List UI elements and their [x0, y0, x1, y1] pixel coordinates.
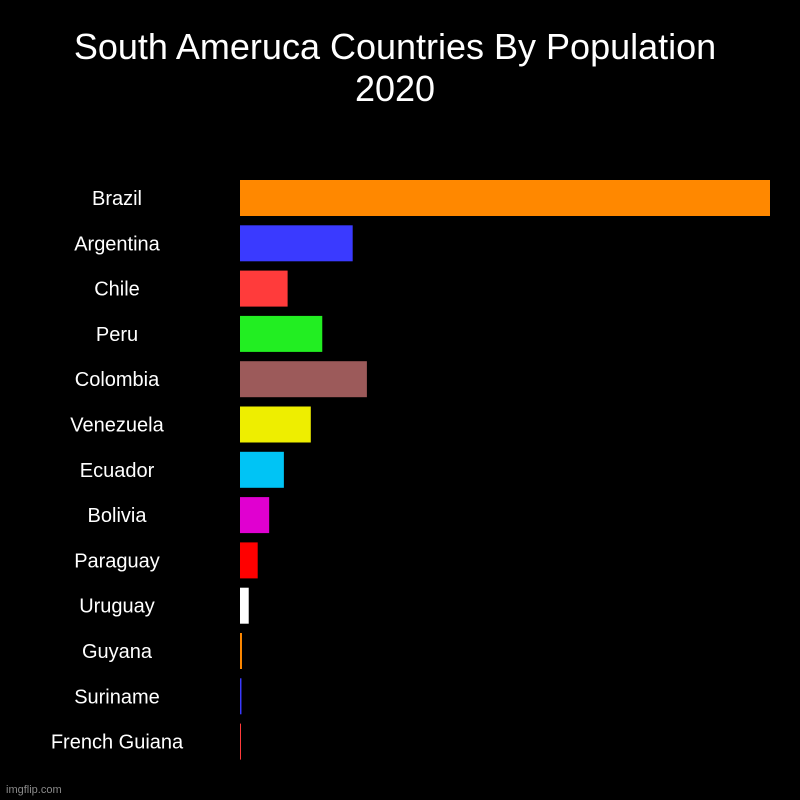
category-label: Venezuela — [70, 415, 164, 437]
bar-venezuela — [240, 406, 311, 443]
category-label: French Guiana — [51, 732, 184, 754]
watermark: imgflip.com — [6, 784, 62, 796]
category-label: Guyana — [82, 641, 153, 663]
bar-uruguay — [240, 587, 249, 624]
category-label: Bolivia — [88, 505, 148, 527]
bar-paraguay — [240, 542, 258, 579]
category-label: Brazil — [92, 188, 142, 210]
bar-colombia — [240, 361, 367, 398]
category-label: Ecuador — [80, 460, 155, 482]
category-label: Suriname — [74, 686, 160, 708]
bar-bolivia — [240, 497, 270, 534]
category-label: Paraguay — [74, 550, 160, 572]
bar-suriname — [240, 678, 242, 715]
bar-french-guiana — [240, 723, 241, 760]
chart-title: South Ameruca Countries By Population 20… — [73, 26, 717, 109]
bar-peru — [240, 315, 323, 352]
category-label: Uruguay — [79, 596, 155, 618]
bar-guyana — [240, 633, 242, 669]
bar-brazil — [240, 180, 770, 216]
category-label: Colombia — [75, 369, 160, 391]
category-label: Peru — [96, 324, 138, 346]
bar-ecuador — [240, 451, 284, 488]
bar-argentina — [240, 225, 353, 262]
bar-chile — [240, 270, 288, 307]
category-label: Chile — [94, 279, 140, 301]
category-label: Argentina — [74, 233, 160, 255]
